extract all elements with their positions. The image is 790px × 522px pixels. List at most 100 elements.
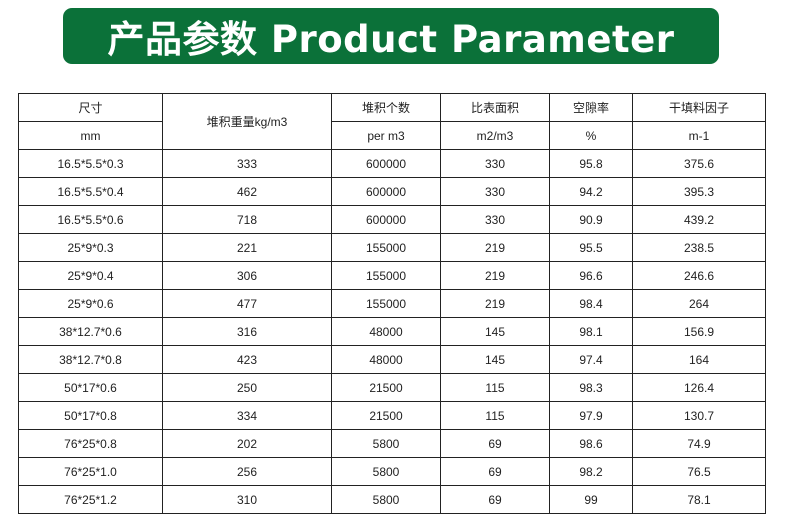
header-size: 尺寸 [18,93,163,122]
table-cell: 164 [632,345,766,374]
table-cell: 333 [162,149,332,178]
table-cell: 439.2 [632,205,766,234]
table-cell: 202 [162,429,332,458]
table-cell: 115 [440,401,550,430]
table-cell: 718 [162,205,332,234]
table-row: 16.5*5.5*0.6 718 600000 330 90.9 439.2 [18,205,766,234]
table-cell: 310 [162,485,332,514]
header-specific-surface: 比表面积 [440,93,550,122]
table-cell: 99 [549,485,633,514]
table-cell: 48000 [331,345,441,374]
unit-size: mm [18,121,163,150]
table-cell: 155000 [331,261,441,290]
table-cell: 69 [440,429,550,458]
table-cell: 96.6 [549,261,633,290]
unit-bulk-count: per m3 [331,121,441,150]
table-cell: 423 [162,345,332,374]
table-cell: 462 [162,177,332,206]
table-cell: 600000 [331,205,441,234]
header-void-ratio: 空隙率 [549,93,633,122]
table-cell: 76*25*1.2 [18,485,163,514]
table-cell: 78.1 [632,485,766,514]
table-cell: 477 [162,289,332,318]
table-cell: 238.5 [632,233,766,262]
table-cell: 76*25*1.0 [18,457,163,486]
table-cell: 330 [440,205,550,234]
table-cell: 219 [440,233,550,262]
table-cell: 21500 [331,373,441,402]
table-cell: 38*12.7*0.8 [18,345,163,374]
table-row: 76*25*1.2 310 5800 69 99 78.1 [18,485,766,514]
table-cell: 98.1 [549,317,633,346]
table-cell: 155000 [331,289,441,318]
table-row: 16.5*5.5*0.3 333 600000 330 95.8 375.6 [18,149,766,178]
table-cell: 5800 [331,485,441,514]
header-row: 尺寸 堆积重量kg/m3 堆积个数 比表面积 空隙率 干填料因子 [18,93,766,150]
table-cell: 76*25*0.8 [18,429,163,458]
table-row: 25*9*0.6 477 155000 219 98.4 264 [18,289,766,318]
table-cell: 375.6 [632,149,766,178]
unit-specific-surface: m2/m3 [440,121,550,150]
table-cell: 115 [440,373,550,402]
unit-row: mm per m3 m2/m3 % m-1 [18,121,766,150]
table-cell: 145 [440,345,550,374]
unit-void-ratio: % [549,121,633,150]
table-cell: 25*9*0.3 [18,233,163,262]
table-row: 76*25*1.0 256 5800 69 98.2 76.5 [18,457,766,486]
table-cell: 98.4 [549,289,633,318]
page-title-banner: 产品参数 Product Parameter [63,8,719,64]
table-row: 25*9*0.3 221 155000 219 95.5 238.5 [18,233,766,262]
table-cell: 395.3 [632,177,766,206]
unit-dry-packing-factor: m-1 [632,121,766,150]
table-cell: 600000 [331,149,441,178]
table-cell: 16.5*5.5*0.6 [18,205,163,234]
product-parameter-table: 尺寸 堆积重量kg/m3 堆积个数 比表面积 空隙率 干填料因子 mm per … [18,93,766,514]
table-cell: 21500 [331,401,441,430]
table-cell: 16.5*5.5*0.4 [18,177,163,206]
header-bulk-weight: 堆积重量kg/m3 [162,93,332,150]
table-cell: 95.5 [549,233,633,262]
table-cell: 25*9*0.6 [18,289,163,318]
table-cell: 250 [162,373,332,402]
table-cell: 256 [162,457,332,486]
table-row: 38*12.7*0.8 423 48000 145 97.4 164 [18,345,766,374]
table-cell: 306 [162,261,332,290]
table-cell: 97.4 [549,345,633,374]
table-cell: 316 [162,317,332,346]
header-bulk-count: 堆积个数 [331,93,441,122]
table-cell: 74.9 [632,429,766,458]
table-cell: 94.2 [549,177,633,206]
table-cell: 219 [440,289,550,318]
table-cell: 600000 [331,177,441,206]
table-cell: 264 [632,289,766,318]
table-cell: 5800 [331,457,441,486]
table-cell: 50*17*0.6 [18,373,163,402]
table-row: 50*17*0.6 250 21500 115 98.3 126.4 [18,373,766,402]
table-row: 38*12.7*0.6 316 48000 145 98.1 156.9 [18,317,766,346]
table-cell: 69 [440,457,550,486]
table-cell: 130.7 [632,401,766,430]
table-cell: 145 [440,317,550,346]
table-cell: 334 [162,401,332,430]
table-cell: 219 [440,261,550,290]
table-cell: 98.3 [549,373,633,402]
table-cell: 98.6 [549,429,633,458]
table-cell: 330 [440,177,550,206]
header-dry-packing-factor: 干填料因子 [632,93,766,122]
table-cell: 5800 [331,429,441,458]
table-cell: 90.9 [549,205,633,234]
table-cell: 48000 [331,317,441,346]
table-cell: 38*12.7*0.6 [18,317,163,346]
table-row: 16.5*5.5*0.4 462 600000 330 94.2 395.3 [18,177,766,206]
table-row: 76*25*0.8 202 5800 69 98.6 74.9 [18,429,766,458]
table-cell: 76.5 [632,457,766,486]
table-cell: 246.6 [632,261,766,290]
table-cell: 25*9*0.4 [18,261,163,290]
table-cell: 97.9 [549,401,633,430]
table-cell: 95.8 [549,149,633,178]
table-cell: 69 [440,485,550,514]
table-cell: 16.5*5.5*0.3 [18,149,163,178]
page-title: 产品参数 Product Parameter [107,18,675,61]
table-cell: 98.2 [549,457,633,486]
table-cell: 221 [162,233,332,262]
